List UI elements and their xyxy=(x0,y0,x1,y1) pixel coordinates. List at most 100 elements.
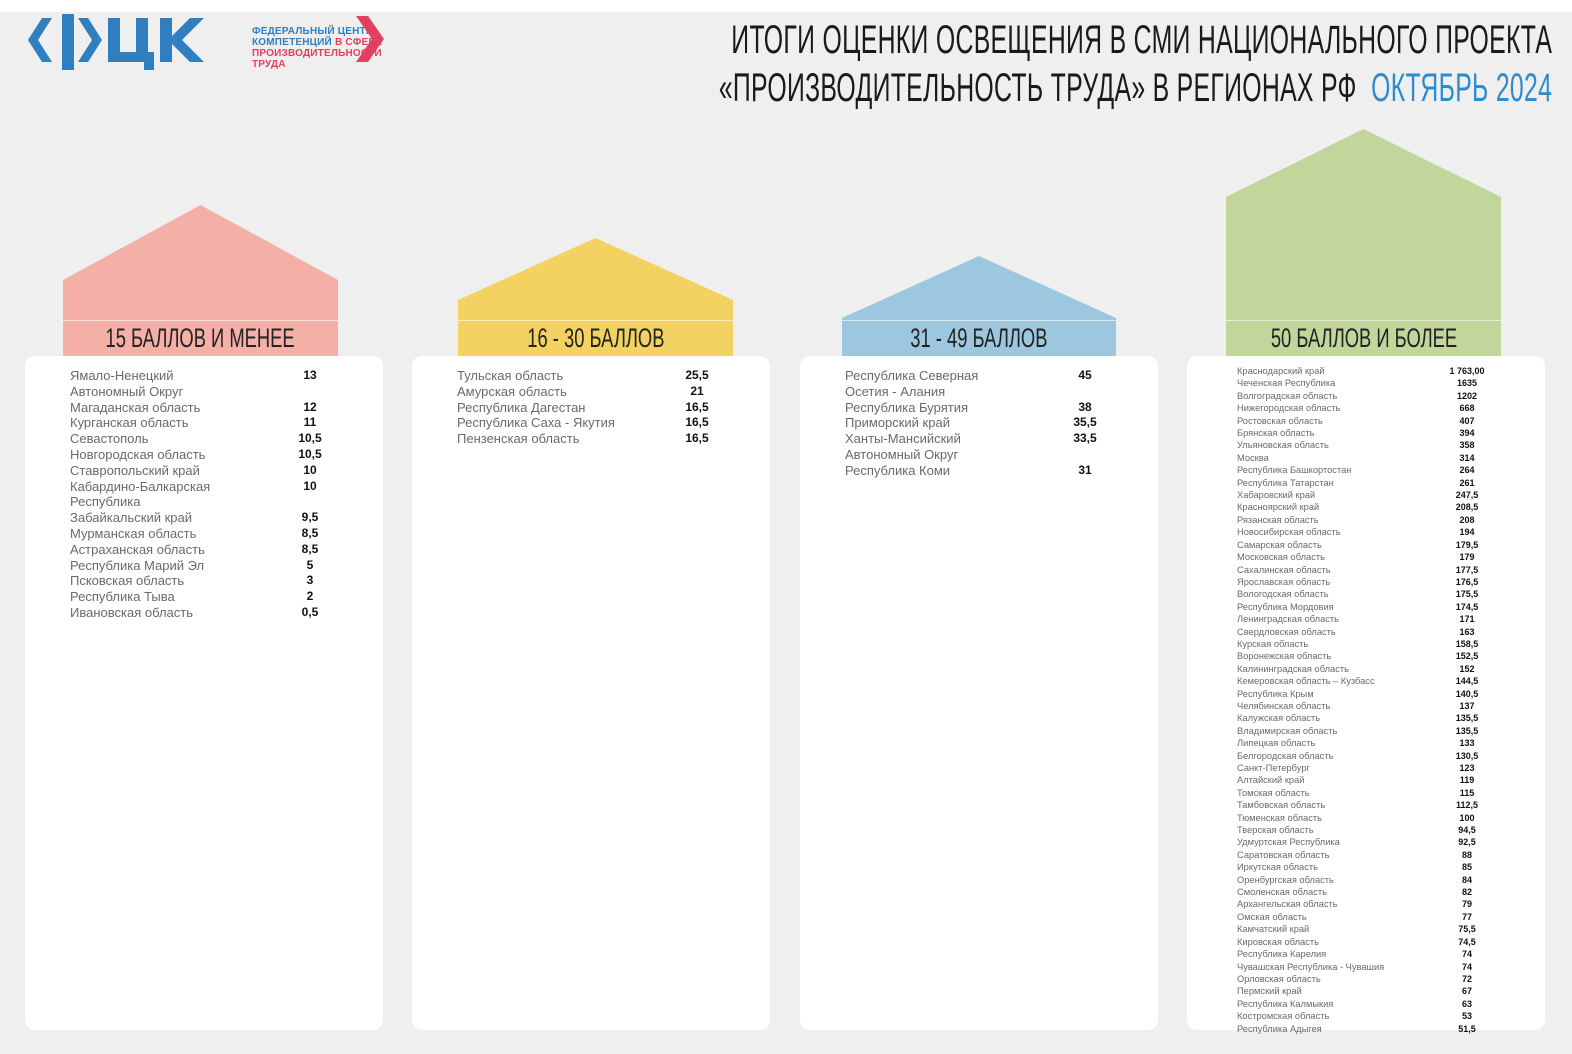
region-score: 16,5 xyxy=(685,399,709,414)
list-item: Свердловская область 163 xyxy=(1237,626,1502,638)
region-score: 16,5 xyxy=(685,415,709,430)
list-item: Томская область 115 xyxy=(1237,787,1502,799)
list-item: Московская область 179 xyxy=(1237,551,1502,563)
list-item: Республика Саха - Якутия 16,5 xyxy=(457,415,722,431)
region-name: Тюменская область xyxy=(1237,812,1322,823)
region-score: 261 xyxy=(1459,477,1475,488)
region-name: Москва xyxy=(1237,452,1269,463)
group-label: 31 - 49 БАЛЛОВ xyxy=(842,320,1116,356)
region-name: Краснодарский край xyxy=(1237,366,1325,376)
region-score: 10,5 xyxy=(298,446,322,461)
region-name: Санкт-Петербург xyxy=(1237,763,1310,773)
region-name: Ханты-Мансийский Автономный Округ xyxy=(845,431,961,462)
logo: ФЕДЕРАЛЬНЫЙ ЦЕНТР КОМПЕТЕНЦИЙ В СФЕРЕ ПР… xyxy=(28,12,388,72)
region-name: Волгоградская область xyxy=(1237,390,1338,401)
region-name: Ставропольский край xyxy=(70,462,200,478)
region-name: Мурманская область xyxy=(70,525,197,541)
list-item: Ивановская область 0,5 xyxy=(70,605,335,621)
list-item: Забайкальский край 9,5 xyxy=(70,510,335,526)
region-score: 130,5 xyxy=(1455,750,1479,761)
region-score: 112,5 xyxy=(1455,800,1479,811)
list-item: Брянская область 394 xyxy=(1237,427,1502,439)
region-name: Забайкальский край xyxy=(70,510,193,526)
region-score: 133 xyxy=(1459,738,1475,749)
region-name: Рязанская область xyxy=(1237,514,1319,525)
region-name: Республика Саха - Якутия xyxy=(457,415,615,431)
region-name: Ярославская область xyxy=(1237,576,1331,587)
region-score: 67 xyxy=(1461,986,1472,997)
region-name: Камчатский край xyxy=(1237,924,1310,935)
region-score: 13 xyxy=(303,368,317,382)
list-item: Орловская область 72 xyxy=(1237,973,1502,985)
region-name: Чувашская Республика - Чувашия xyxy=(1237,961,1385,972)
list-item: Ульяновская область 358 xyxy=(1237,439,1502,451)
region-score: 5 xyxy=(306,557,314,572)
list-item: Волгоградская область 1202 xyxy=(1237,390,1502,402)
region-name: Курская область xyxy=(1237,638,1309,649)
logo-text: ФЕДЕРАЛЬНЫЙ ЦЕНТР КОМПЕТЕНЦИЙ В СФЕРЕ ПР… xyxy=(252,26,382,70)
list-item: Камчатский край 75,5 xyxy=(1237,923,1502,935)
region-score: 72 xyxy=(1461,973,1472,984)
list-item: Республика Башкортостан 264 xyxy=(1237,464,1502,476)
region-name: Оренбургская область xyxy=(1237,874,1334,885)
region-score: 74,5 xyxy=(1458,936,1476,947)
region-score: 394 xyxy=(1459,428,1475,439)
list-item: Пермский край 67 xyxy=(1237,985,1502,997)
region-name: Самарская область xyxy=(1237,539,1322,550)
region-name: Сахалинская область xyxy=(1237,564,1331,575)
logo-line: ТРУДА xyxy=(252,59,286,70)
list-item: Республика Дагестан 16,5 xyxy=(457,400,722,416)
group-card: Краснодарский край 1 763,00 Чеченская Респ… xyxy=(1187,356,1545,1034)
region-score: 8,5 xyxy=(301,541,319,556)
region-name: Ямало-Ненецкий Автономный Округ xyxy=(70,368,184,399)
region-name: Ленинградская область xyxy=(1237,614,1340,625)
region-score: 194 xyxy=(1459,527,1475,538)
region-name: Саратовская область xyxy=(1237,849,1330,860)
region-score: 77 xyxy=(1461,911,1472,922)
list-item: Оренбургская область 84 xyxy=(1237,874,1502,886)
region-name: Республика Адыгея xyxy=(1237,1023,1322,1034)
region-name: Пермский край xyxy=(1237,986,1302,997)
region-name: Владимирская область xyxy=(1237,725,1338,736)
region-name: Калужская область xyxy=(1237,713,1321,724)
region-score: 38 xyxy=(1078,399,1092,414)
region-score: 16,5 xyxy=(685,431,709,446)
region-score: 74 xyxy=(1461,949,1472,960)
list-item: Ростовская область 407 xyxy=(1237,415,1502,427)
region-score: 135,5 xyxy=(1455,725,1479,736)
list-item: Псковская область 3 xyxy=(70,573,335,589)
group-label: 50 БАЛЛОВ И БОЛЕЕ xyxy=(1226,320,1501,356)
list-item: Приморский край 35,5 xyxy=(845,415,1110,431)
region-name: Республика Карелия xyxy=(1237,949,1327,960)
region-score: 8,5 xyxy=(301,525,319,540)
region-name: Омская область xyxy=(1237,911,1307,922)
region-name: Республика Калмыкия xyxy=(1237,998,1334,1009)
region-name: Нижегородская область xyxy=(1237,403,1341,414)
region-name: Алтайский край xyxy=(1237,775,1305,786)
page-title: ИТОГИ ОЦЕНКИ ОСВЕЩЕНИЯ В СМИ НАЦИОНАЛЬНО… xyxy=(719,16,1552,112)
house-shape xyxy=(1226,129,1501,356)
region-name: Вологодская область xyxy=(1237,589,1329,600)
region-score: 144,5 xyxy=(1455,676,1479,687)
region-name: Калининградская область xyxy=(1237,663,1349,674)
region-name: Магаданская область xyxy=(70,399,201,415)
list-item: Костромская область 53 xyxy=(1237,1010,1502,1022)
list-item: Сахалинская область 177,5 xyxy=(1237,564,1502,576)
list-item: Тверская область 94,5 xyxy=(1237,824,1502,836)
region-name: Республика Дагестан xyxy=(457,399,586,415)
list-item: Курганская область 11 xyxy=(70,415,335,431)
region-name: Смоленская область xyxy=(1237,887,1327,898)
region-name: Севастополь xyxy=(70,431,149,447)
region-score: 51,5 xyxy=(1458,1023,1476,1034)
region-score: 208 xyxy=(1459,514,1475,525)
region-score: 79 xyxy=(1461,899,1472,910)
region-score: 1202 xyxy=(1456,390,1478,401)
region-name: Тульская область xyxy=(457,368,564,383)
group-label: 16 - 30 БАЛЛОВ xyxy=(458,320,733,356)
region-score: 179 xyxy=(1459,552,1475,563)
region-score: 176,5 xyxy=(1455,576,1479,587)
list-item: Вологодская область 175,5 xyxy=(1237,588,1502,600)
region-score: 100 xyxy=(1459,812,1475,823)
region-score: 140,5 xyxy=(1455,688,1479,699)
list-item: Хабаровский край 247,5 xyxy=(1237,489,1502,501)
